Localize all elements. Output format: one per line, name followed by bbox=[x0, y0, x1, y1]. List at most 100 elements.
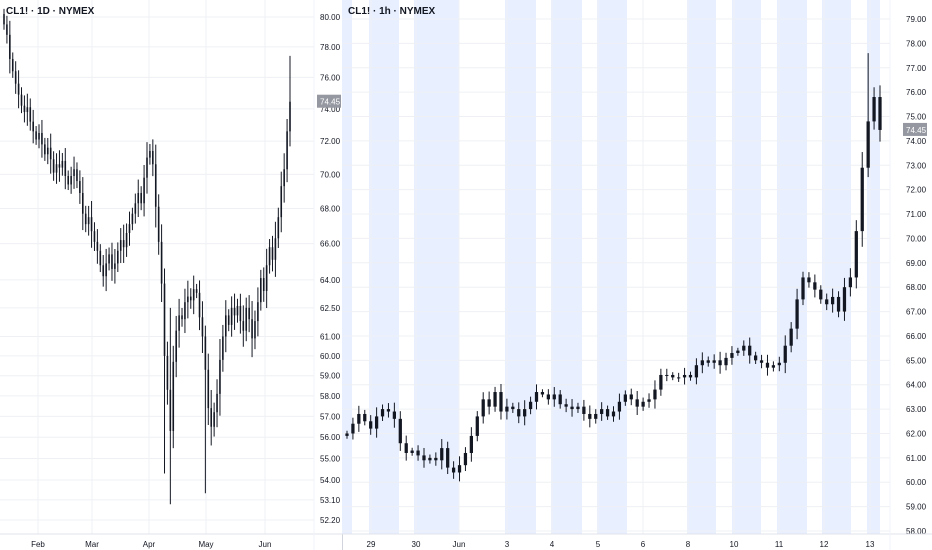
candle-body bbox=[345, 433, 349, 436]
price-axis-label: 58.00 bbox=[906, 527, 927, 536]
session-band bbox=[597, 0, 627, 534]
candle-body bbox=[105, 263, 107, 277]
candle-body bbox=[26, 107, 29, 113]
candle-body bbox=[582, 406, 586, 414]
candle-body bbox=[163, 283, 166, 356]
candle-body bbox=[20, 94, 23, 106]
candle-body bbox=[659, 374, 663, 390]
candle bbox=[724, 352, 728, 371]
candle-body bbox=[283, 169, 285, 187]
candle-body bbox=[64, 160, 67, 177]
candle bbox=[119, 228, 122, 264]
candle-body bbox=[79, 181, 81, 193]
candle-body bbox=[192, 289, 195, 301]
candle bbox=[169, 307, 172, 505]
candle-body bbox=[143, 177, 145, 204]
session-band bbox=[822, 0, 851, 534]
candle-body bbox=[617, 401, 622, 412]
time-axis-label: 12 bbox=[820, 540, 829, 549]
candle-body bbox=[268, 247, 271, 266]
time-axis-label: 3 bbox=[505, 540, 510, 549]
candle bbox=[688, 371, 693, 381]
hourly-chart-canvas[interactable]: 79.00 78.00 77.00 76.00 75.00 74.00 73.00 72.00… bbox=[342, 0, 932, 550]
candle-body bbox=[842, 287, 847, 312]
candle-body bbox=[254, 321, 256, 339]
candle bbox=[860, 152, 864, 247]
price-axis-label: 78.00 bbox=[320, 43, 341, 52]
candle bbox=[224, 300, 227, 353]
candle bbox=[564, 398, 568, 413]
candle bbox=[181, 307, 183, 327]
candle-body bbox=[114, 263, 116, 269]
price-axis-label: 79.00 bbox=[906, 15, 927, 24]
candle-body bbox=[134, 203, 137, 214]
candle-body bbox=[189, 296, 192, 301]
candle-body bbox=[730, 353, 734, 358]
candle-body bbox=[369, 421, 373, 429]
candle-body bbox=[222, 336, 224, 360]
candle-body bbox=[505, 406, 509, 412]
candle-body bbox=[239, 305, 242, 322]
price-axis-label: 64.00 bbox=[906, 381, 927, 390]
daily-chart-canvas[interactable]: 80.00 78.00 76.00 74.00 72.00 70.00 68.00 66.00… bbox=[0, 0, 342, 550]
candle bbox=[90, 201, 93, 248]
candle bbox=[469, 427, 473, 462]
candle bbox=[163, 268, 166, 474]
hourly-chart-pane[interactable]: 79.00 78.00 77.00 76.00 75.00 74.00 73.00 72.00… bbox=[342, 0, 932, 550]
candle bbox=[29, 98, 32, 131]
candle-body bbox=[219, 359, 221, 394]
candle bbox=[58, 150, 61, 182]
candle-body bbox=[493, 392, 497, 407]
candle-body bbox=[84, 213, 87, 225]
candle bbox=[534, 384, 539, 410]
candle-body bbox=[67, 176, 70, 185]
candle-body bbox=[81, 192, 84, 214]
candle bbox=[128, 211, 131, 246]
candle bbox=[160, 224, 163, 302]
price-axis-label: 76.00 bbox=[906, 88, 927, 97]
candle-body bbox=[99, 250, 102, 266]
price-axis-label: 61.00 bbox=[320, 332, 341, 341]
time-axis-label: 10 bbox=[730, 540, 739, 549]
candle-body bbox=[216, 393, 218, 413]
candle-body bbox=[3, 14, 5, 25]
candle-body bbox=[207, 369, 210, 409]
last-price-value: 74.45 bbox=[320, 98, 341, 107]
candle-body bbox=[14, 71, 17, 84]
candle-body bbox=[742, 345, 746, 351]
candle bbox=[46, 137, 49, 165]
time-axis-label: 4 bbox=[550, 540, 555, 549]
candle-body bbox=[759, 360, 764, 363]
candle bbox=[187, 280, 189, 319]
price-axis-label: 68.00 bbox=[320, 204, 341, 213]
candle bbox=[38, 124, 40, 149]
candle bbox=[111, 242, 113, 281]
price-axis-label: 77.00 bbox=[906, 64, 927, 73]
candle bbox=[87, 205, 90, 236]
candle-body bbox=[866, 121, 870, 168]
daily-chart-pane[interactable]: 80.00 78.00 76.00 74.00 72.00 70.00 68.00 66.00… bbox=[0, 0, 342, 550]
session-band bbox=[342, 0, 352, 534]
last-price-tag: 74.45 bbox=[903, 122, 927, 136]
candle bbox=[102, 255, 105, 287]
candle-body bbox=[594, 413, 598, 419]
price-axis-label: 63.00 bbox=[906, 405, 927, 414]
candle bbox=[386, 403, 391, 418]
price-axis-label: 64.00 bbox=[320, 276, 341, 285]
candle bbox=[570, 399, 574, 417]
candle-body bbox=[712, 360, 716, 363]
candle-body bbox=[523, 409, 527, 417]
candle bbox=[52, 151, 55, 181]
candle-body bbox=[260, 278, 262, 303]
candle-body bbox=[671, 374, 675, 378]
candle-body bbox=[93, 231, 96, 242]
candle-body bbox=[149, 150, 151, 158]
candle bbox=[271, 235, 274, 272]
candle bbox=[374, 407, 379, 438]
candle-body bbox=[392, 411, 397, 419]
candle bbox=[659, 368, 663, 396]
candle-body bbox=[813, 282, 817, 290]
candle-body bbox=[125, 232, 128, 248]
candle bbox=[26, 93, 29, 126]
time-axis-label: 30 bbox=[412, 540, 421, 549]
